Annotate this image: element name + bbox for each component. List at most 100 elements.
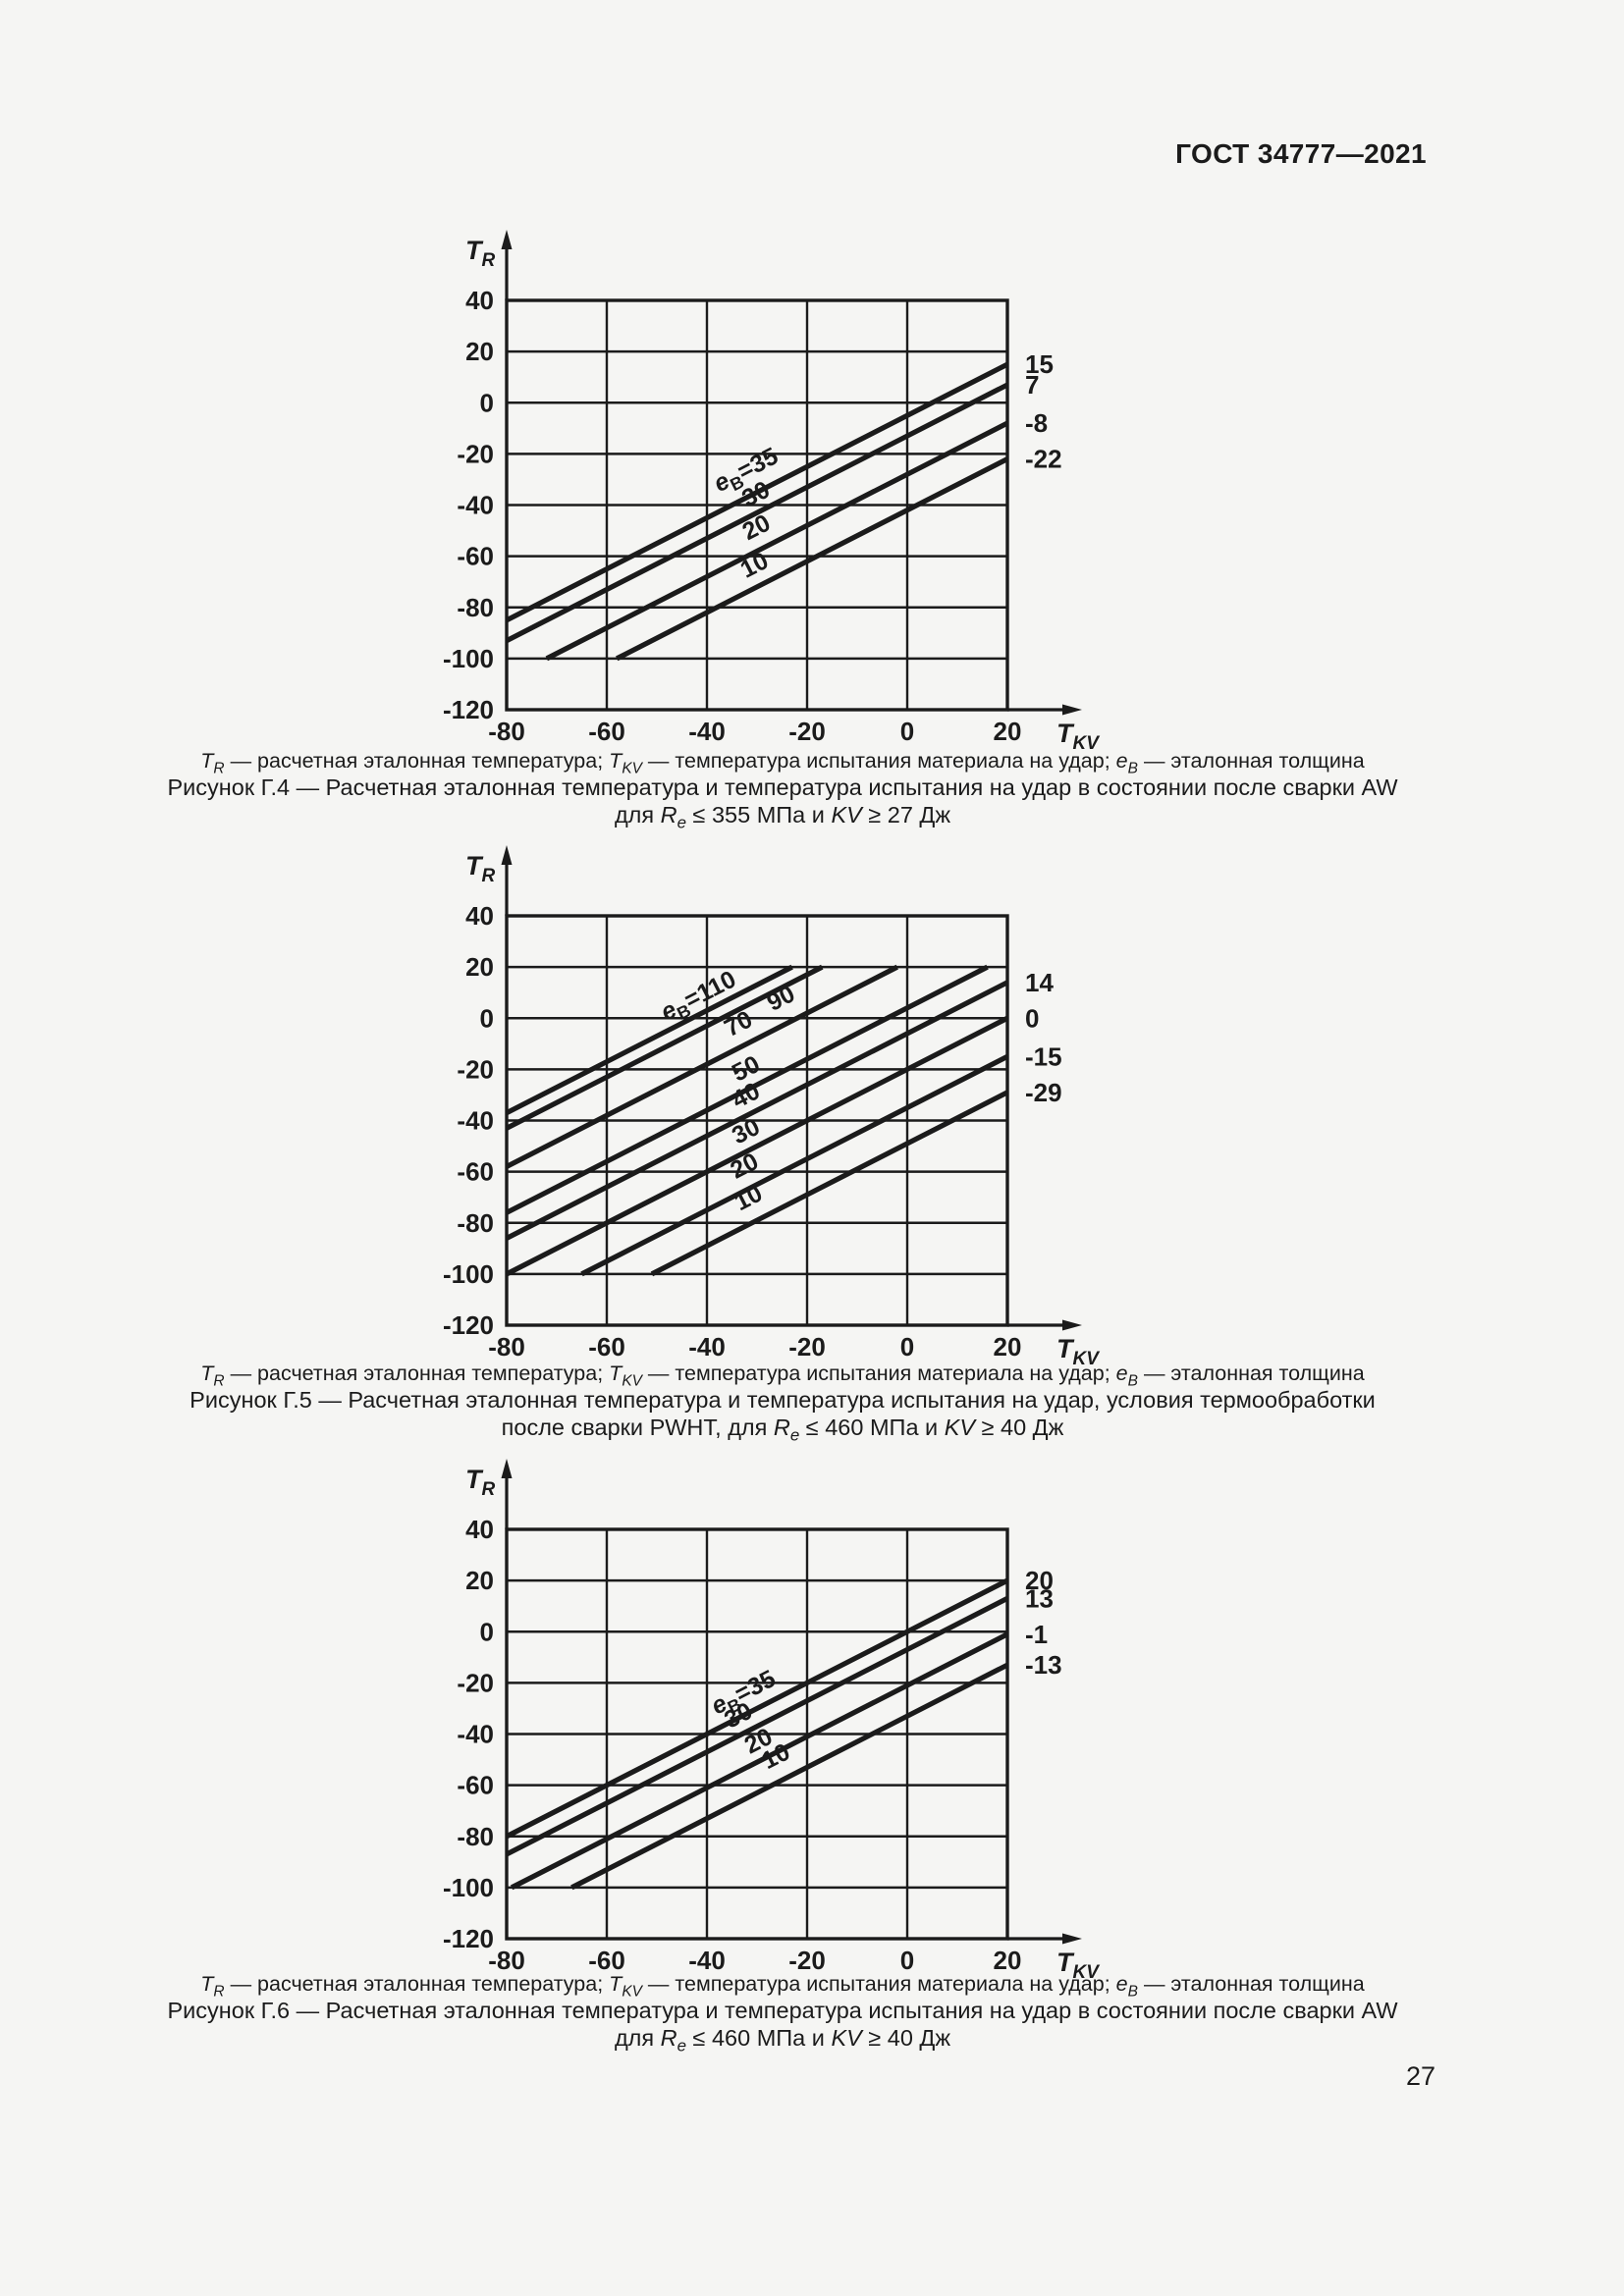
line-label-eB-20: 20 [726, 1148, 762, 1185]
y-tick-label: -120 [443, 695, 494, 724]
figure-g6-caption: TR — расчетная эталонная температура; TK… [137, 1971, 1428, 2054]
caption-text-segment: T [609, 1362, 623, 1385]
figure-legend-line: TR — расчетная эталонная температура; TK… [137, 1361, 1428, 1390]
caption-text-segment: Рисунок Г.5 — Расчетная эталонная темпер… [189, 1387, 1376, 1413]
caption-text-segment: B [1127, 1983, 1138, 2001]
line-end-value-label: -22 [1025, 445, 1062, 474]
x-axis-label: TKV [1056, 1334, 1100, 1369]
caption-text-segment: T [200, 1972, 214, 1996]
x-tick-label: -20 [788, 717, 826, 746]
line-label-eB-70: 70 [720, 1005, 756, 1042]
line-label-eB-10: 10 [736, 547, 773, 584]
x-tick-label: -80 [488, 1946, 525, 1975]
y-tick-label: -20 [457, 1054, 494, 1084]
y-tick-label: -80 [457, 1822, 494, 1851]
x-tick-label: -80 [488, 1332, 525, 1362]
caption-text-segment: после сварки PWHT, для [501, 1414, 774, 1440]
figure-title-line-2: после сварки PWHT, для Re ≤ 460 МПа и KV… [137, 1414, 1428, 1445]
caption-text-segment: e [789, 1425, 800, 1445]
document-header: ГОСТ 34777—2021 [1175, 138, 1427, 169]
y-tick-label: 40 [465, 1515, 494, 1544]
data-line-eB-10 [570, 1662, 1009, 1891]
caption-text-segment: ≤ 460 МПа и [799, 1414, 945, 1440]
y-axis-arrowhead [501, 230, 513, 249]
y-tick-label: -20 [457, 1668, 494, 1697]
caption-text-segment: для [614, 2024, 661, 2051]
line-end-value-label: -15 [1025, 1041, 1062, 1071]
caption-text-segment: Рисунок Г.4 — Расчетная эталонная темпер… [167, 774, 1398, 800]
caption-text-segment: R [773, 1414, 790, 1440]
data-line-eB-30 [505, 1015, 1009, 1277]
x-tick-label: -60 [588, 717, 625, 746]
caption-text-segment: — температура испытания материала на уда… [641, 1362, 1116, 1385]
page-number: 27 [1405, 2061, 1435, 2091]
caption-text-segment: e [1115, 749, 1128, 773]
caption-text-segment: Рисунок Г.6 — Расчетная эталонная темпер… [167, 1998, 1398, 2023]
caption-text-segment: T [200, 1362, 214, 1385]
x-axis-arrowhead [1062, 1319, 1082, 1331]
data-line-eB-70 [505, 964, 898, 1169]
caption-text-segment: ≥ 27 Дж [861, 801, 951, 828]
y-tick-label: -20 [457, 439, 494, 468]
figure-legend-line: TR — расчетная эталонная температура; TK… [137, 1971, 1428, 2001]
y-axis-arrowhead [501, 1459, 513, 1478]
caption-text-segment: R [213, 1372, 225, 1390]
caption-text-segment: — эталонная толщина [1137, 1362, 1365, 1385]
y-tick-label: 0 [480, 1003, 494, 1033]
data-line-eB-20 [545, 420, 1009, 662]
line-end-value-label: -13 [1025, 1650, 1062, 1680]
figure-g4-caption: TR — расчетная эталонная температура; TK… [137, 748, 1428, 830]
data-line-eB-10 [616, 456, 1009, 662]
caption-text-segment: e [1115, 1362, 1128, 1385]
caption-text-segment: KV [831, 2024, 862, 2051]
caption-text-segment: — расчетная эталонная температура; [224, 1362, 610, 1385]
caption-text-segment: KV [831, 801, 862, 828]
line-end-value-label: -29 [1025, 1078, 1062, 1107]
x-axis-label: TKV [1056, 719, 1100, 754]
caption-text-segment: ≥ 40 Дж [861, 2024, 951, 2051]
data-line-eB-20 [580, 1054, 1009, 1277]
y-axis-arrowhead [501, 845, 513, 865]
figure-g5-caption: TR — расчетная эталонная температура; TK… [137, 1361, 1428, 1445]
caption-text-segment: — эталонная толщина [1137, 749, 1365, 773]
line-end-value-label: 7 [1025, 370, 1039, 400]
data-line-eB-30 [505, 1596, 1009, 1857]
y-tick-label: -40 [457, 1720, 494, 1749]
y-tick-label: 40 [465, 286, 494, 315]
data-line-eB-110 [505, 964, 793, 1115]
data-line-eB-50 [505, 964, 989, 1215]
line-end-value-label: -1 [1025, 1620, 1048, 1649]
data-line-eB-30 [505, 382, 1009, 643]
y-tick-label: 0 [480, 1617, 494, 1646]
caption-text-segment: T [609, 749, 623, 773]
x-tick-label: -60 [588, 1946, 625, 1975]
x-tick-label: 20 [994, 1332, 1022, 1362]
y-tick-label: 20 [465, 1566, 494, 1595]
y-tick-label: 0 [480, 388, 494, 417]
line-end-value-label: -8 [1025, 408, 1048, 438]
x-tick-label: 20 [994, 717, 1022, 746]
y-axis-label: TR [465, 236, 496, 271]
caption-text-segment: — расчетная эталонная температура; [224, 1972, 610, 1996]
caption-text-segment: B [1127, 1372, 1138, 1390]
y-tick-label: -120 [443, 1924, 494, 1953]
y-tick-label: -80 [457, 593, 494, 622]
x-tick-label: -80 [488, 717, 525, 746]
figure-title-line-1: Рисунок Г.5 — Расчетная эталонная темпер… [137, 1387, 1428, 1415]
data-line-eB-40 [505, 980, 1009, 1241]
y-tick-label: -60 [457, 542, 494, 571]
x-tick-label: -40 [688, 1332, 726, 1362]
figure-title-line-1: Рисунок Г.6 — Расчетная эталонная темпер… [137, 1998, 1428, 2025]
y-tick-label: -100 [443, 1873, 494, 1902]
y-tick-label: -60 [457, 1157, 494, 1187]
x-axis-arrowhead [1062, 704, 1082, 716]
caption-text-segment: — температура испытания материала на уда… [641, 749, 1116, 773]
line-label-group: 10 [736, 547, 773, 584]
line-label-group: 90 [763, 980, 799, 1017]
y-axis-label: TR [465, 1465, 496, 1500]
line-end-value-label: 14 [1025, 968, 1054, 997]
caption-text-segment: — расчетная эталонная температура; [224, 749, 610, 773]
caption-text-segment: e [1115, 1972, 1128, 1996]
